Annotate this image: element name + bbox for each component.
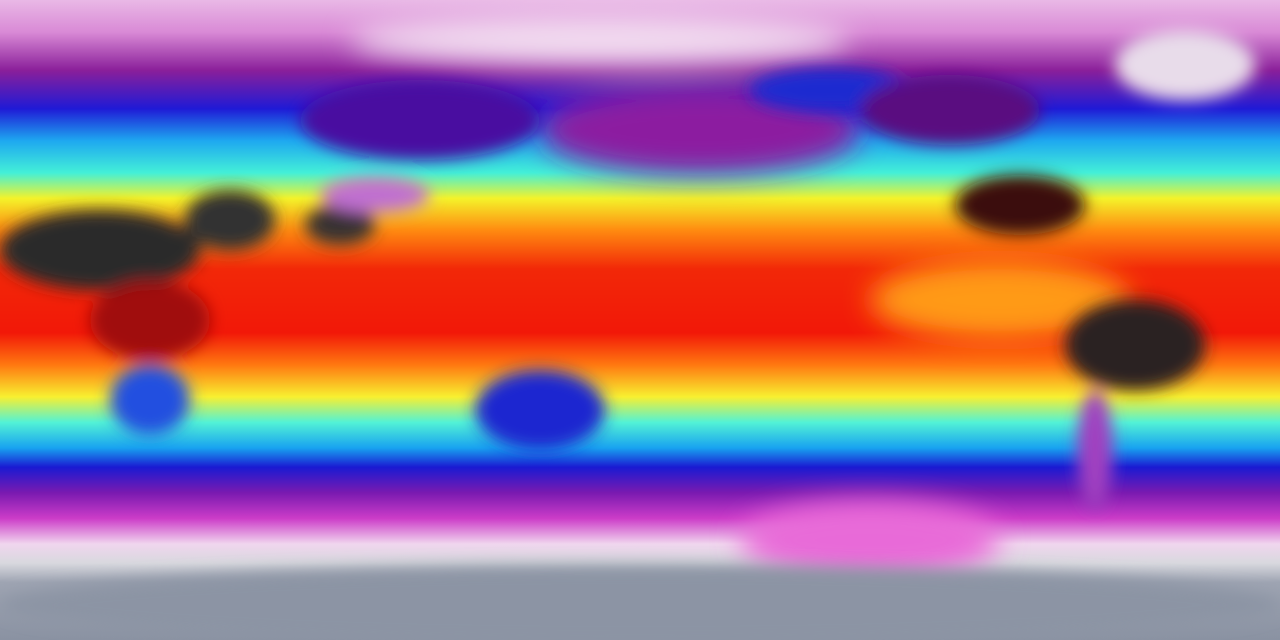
- regional-variation: [350, 15, 1130, 580]
- east-pacific-warm: [870, 260, 1130, 340]
- arctic-light: [350, 15, 850, 65]
- siberia: [300, 80, 540, 160]
- north-pacific-cold: [540, 85, 860, 175]
- antarctica: [0, 565, 1280, 640]
- southern-africa: [110, 365, 190, 435]
- continents: [0, 30, 1280, 640]
- central-africa: [90, 280, 210, 360]
- greenland: [1115, 30, 1255, 100]
- tibet: [320, 177, 430, 213]
- south-pacific-pink: [740, 500, 1000, 580]
- india-north: [305, 205, 375, 245]
- arabia: [185, 190, 275, 250]
- australia: [475, 370, 605, 450]
- canada: [860, 75, 1040, 145]
- sahara: [0, 210, 200, 290]
- north-america-south: [955, 175, 1085, 235]
- south-america: [1065, 300, 1205, 390]
- andes: [1077, 390, 1113, 510]
